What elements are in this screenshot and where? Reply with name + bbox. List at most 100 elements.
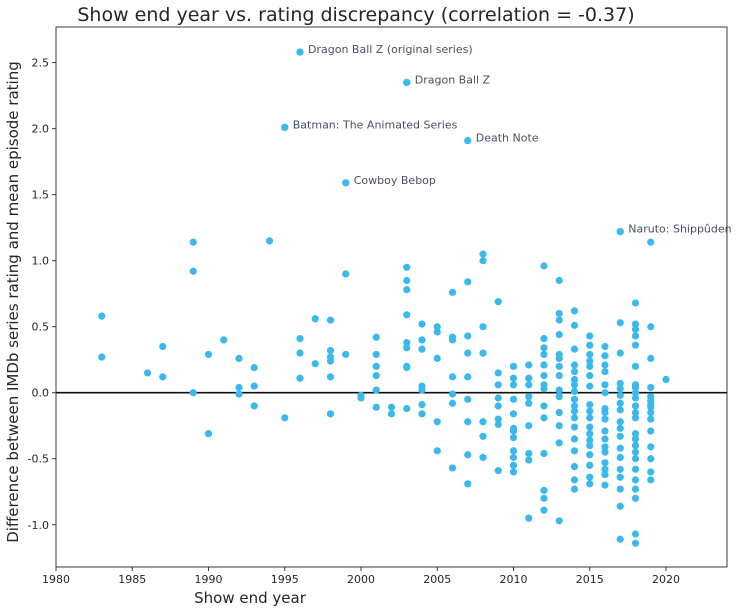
- data-point: [631, 362, 640, 370]
- data-point: [525, 422, 533, 430]
- data-point: [601, 367, 609, 376]
- data-point: [479, 323, 487, 331]
- data-point: [601, 381, 609, 389]
- data-point: [464, 418, 472, 426]
- data-point: [586, 401, 594, 409]
- data-point: [235, 383, 243, 392]
- data-point: [586, 382, 594, 390]
- data-point: [570, 485, 579, 493]
- data-point: [509, 395, 518, 403]
- data-point: [448, 336, 457, 344]
- data-point: [540, 385, 548, 393]
- data-point: [342, 350, 350, 359]
- data-point: [555, 331, 563, 339]
- y-tick-label: 1.0: [32, 255, 50, 268]
- data-point: [631, 408, 640, 417]
- data-point: [433, 328, 441, 336]
- data-point: [525, 381, 533, 389]
- data-point: [555, 371, 563, 380]
- plot-frame: [55, 26, 728, 568]
- data-point: [631, 448, 640, 456]
- data-point: [250, 364, 258, 372]
- data-point: [631, 325, 640, 333]
- data-point: [570, 414, 579, 422]
- data-point: [464, 373, 472, 381]
- data-point: [540, 344, 548, 352]
- annotated-point: [616, 228, 624, 236]
- data-point: [433, 447, 441, 455]
- data-point: [189, 267, 197, 275]
- data-point: [448, 390, 457, 398]
- data-point: [631, 476, 640, 484]
- data-point: [570, 447, 579, 455]
- data-point: [631, 539, 640, 547]
- data-point: [616, 391, 624, 399]
- data-point: [494, 369, 502, 377]
- data-point: [464, 332, 472, 340]
- data-point: [555, 408, 563, 417]
- data-point: [540, 449, 548, 458]
- data-point: [143, 369, 152, 377]
- data-point: [509, 362, 518, 370]
- data-point: [631, 341, 640, 349]
- data-point: [479, 250, 487, 258]
- data-point: [540, 371, 548, 380]
- data-point: [586, 362, 594, 370]
- data-point: [616, 319, 624, 327]
- data-point: [342, 270, 350, 278]
- data-point: [647, 238, 655, 246]
- data-point: [647, 408, 655, 417]
- data-point: [631, 389, 640, 397]
- data-point: [525, 393, 533, 401]
- x-tick-label: 2000: [347, 573, 375, 586]
- data-point: [189, 238, 197, 246]
- data-point: [616, 379, 624, 388]
- data-point: [220, 336, 228, 344]
- y-tick-label: 2.0: [32, 123, 50, 136]
- data-point: [509, 434, 518, 442]
- data-point: [631, 435, 640, 443]
- data-point: [281, 414, 289, 422]
- data-point: [418, 336, 426, 344]
- data-point: [494, 381, 502, 389]
- data-point: [159, 342, 167, 351]
- data-point: [601, 427, 609, 435]
- data-point: [418, 320, 426, 328]
- data-point: [586, 332, 594, 340]
- data-point: [494, 415, 502, 423]
- data-point: [555, 362, 563, 370]
- data-point: [662, 375, 670, 384]
- data-point: [448, 288, 457, 296]
- data-point: [494, 402, 502, 410]
- data-point: [265, 237, 274, 245]
- data-point: [586, 430, 594, 438]
- y-axis-label: Difference between IMDb series rating an…: [4, 61, 22, 543]
- data-point: [479, 349, 487, 357]
- data-point: [326, 357, 335, 365]
- data-point: [326, 373, 335, 381]
- x-axis-label: Show end year: [194, 589, 307, 607]
- data-point: [525, 449, 533, 458]
- data-point: [235, 390, 243, 398]
- data-point: [631, 332, 640, 340]
- annotation-label: Batman: The Animated Series: [293, 118, 458, 131]
- data-point: [296, 349, 304, 357]
- data-point: [601, 481, 609, 489]
- data-point: [540, 350, 548, 359]
- x-tick-label: 1985: [118, 573, 146, 586]
- data-point: [326, 316, 335, 324]
- data-point: [601, 361, 609, 369]
- data-point: [616, 535, 624, 543]
- data-point: [418, 345, 426, 353]
- data-point: [570, 307, 579, 315]
- data-point: [403, 364, 411, 372]
- data-point: [311, 315, 319, 323]
- data-point: [616, 418, 624, 426]
- data-point: [403, 311, 411, 319]
- data-point: [250, 402, 258, 410]
- data-point: [570, 423, 579, 431]
- data-point: [570, 381, 579, 389]
- data-point: [555, 393, 563, 401]
- data-point: [189, 389, 197, 397]
- data-point: [464, 349, 472, 357]
